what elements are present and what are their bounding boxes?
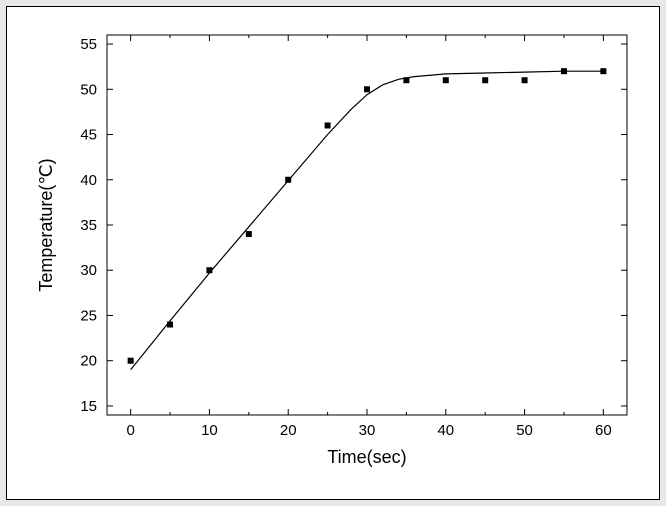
svg-text:10: 10 [201,422,218,439]
svg-text:15: 15 [80,398,97,415]
svg-text:45: 45 [80,127,97,144]
svg-text:Temperature(℃): Temperature(℃) [36,158,56,291]
outer-frame: 0 10 20 30 40 50 60 15 20 25 30 35 40 45 50 55 Time(sec)… [0,0,666,506]
svg-text:20: 20 [80,353,97,370]
chart-svg: 0 10 20 30 40 50 60 15 20 25 30 35 40 45 50 55 Time(sec)… [7,7,659,499]
svg-text:50: 50 [516,422,533,439]
svg-text:50: 50 [80,81,97,98]
svg-text:30: 30 [80,262,97,279]
svg-text:40: 40 [437,422,454,439]
svg-text:40: 40 [80,172,97,189]
svg-text:Time(sec): Time(sec) [327,447,406,467]
svg-text:35: 35 [80,217,97,234]
svg-text:20: 20 [280,422,297,439]
svg-text:60: 60 [595,422,612,439]
svg-text:55: 55 [80,36,97,53]
chart-panel: 0 10 20 30 40 50 60 15 20 25 30 35 40 45 50 55 Time(sec)… [6,6,660,500]
svg-text:25: 25 [80,307,97,324]
svg-text:30: 30 [359,422,376,439]
svg-text:0: 0 [126,422,134,439]
